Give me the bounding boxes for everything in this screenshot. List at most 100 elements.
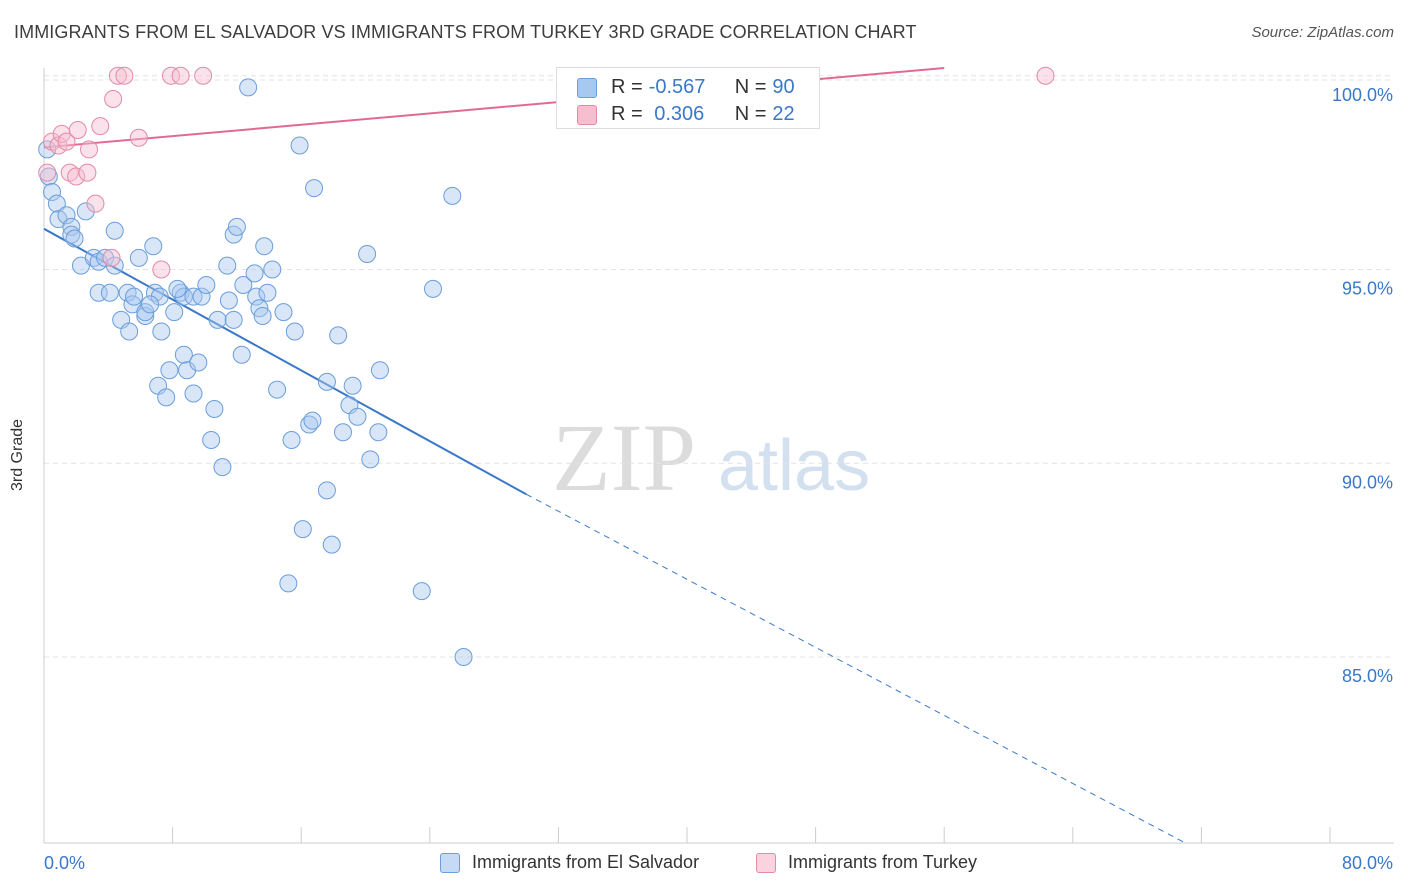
point-el-salvador	[120, 322, 139, 341]
stats-swatch-el-salvador	[577, 77, 597, 98]
legend-label-el-salvador: Immigrants from El Salvador	[472, 852, 700, 872]
point-turkey	[91, 117, 110, 136]
point-el-salvador	[152, 322, 171, 341]
point-el-salvador	[454, 648, 473, 666]
point-el-salvador	[358, 245, 377, 263]
point-el-salvador	[168, 279, 187, 298]
legend-swatch-turkey	[756, 852, 776, 873]
x-tick-label: 0.0%	[44, 853, 85, 873]
point-turkey	[129, 128, 148, 147]
point-el-salvador	[369, 423, 388, 442]
point-el-salvador	[317, 481, 336, 500]
point-el-salvador	[290, 136, 309, 155]
point-el-salvador	[234, 276, 253, 294]
point-turkey	[78, 163, 97, 182]
point-el-salvador	[412, 582, 431, 601]
point-el-salvador	[165, 303, 184, 322]
point-el-salvador	[150, 287, 169, 306]
point-el-salvador	[258, 283, 277, 302]
point-el-salvador	[279, 574, 298, 593]
point-el-salvador	[245, 264, 264, 283]
point-turkey	[104, 90, 123, 108]
point-turkey	[171, 66, 190, 85]
point-turkey	[86, 194, 105, 213]
legend-swatch-el-salvador	[440, 852, 460, 873]
point-el-salvador	[213, 458, 232, 477]
axes	[43, 68, 1394, 844]
trend-line-el-salvador	[43, 227, 527, 496]
point-el-salvador	[263, 260, 282, 279]
point-el-salvador	[343, 376, 362, 395]
point-el-salvador	[65, 229, 84, 248]
stats-n-label: N =	[734, 76, 767, 98]
stats-box: R = -0.567 N = 90 R = 0.306 N = 22	[556, 67, 820, 129]
point-turkey	[152, 260, 171, 279]
point-el-salvador	[192, 287, 211, 306]
point-el-salvador	[247, 287, 266, 306]
point-el-salvador	[255, 237, 274, 256]
point-el-salvador	[333, 423, 352, 442]
point-el-salvador	[227, 217, 246, 236]
stats-n-value: 90	[772, 76, 795, 98]
point-el-salvador	[129, 248, 148, 267]
point-el-salvador	[348, 407, 367, 426]
y-tick-label: 100.0%	[1332, 85, 1393, 105]
watermark-zip: ZIP	[552, 404, 696, 511]
point-el-salvador	[329, 326, 348, 345]
data-points	[38, 66, 1055, 666]
point-el-salvador	[136, 307, 155, 325]
point-turkey	[80, 140, 99, 159]
stats-n-value: 22	[772, 103, 795, 125]
point-el-salvador	[174, 345, 193, 364]
watermark-atlas: atlas	[718, 426, 870, 506]
legend-item-el-salvador[interactable]: Immigrants from El Salvador	[440, 852, 699, 873]
point-turkey	[102, 248, 121, 267]
stats-r-value: 0.306	[648, 103, 705, 125]
point-el-salvador	[184, 384, 203, 403]
point-el-salvador	[322, 535, 341, 554]
point-el-salvador	[62, 217, 81, 236]
point-el-salvador	[274, 303, 293, 322]
point-el-salvador	[96, 248, 115, 267]
point-el-salvador	[218, 256, 237, 275]
point-el-salvador	[303, 411, 322, 430]
point-turkey	[161, 66, 180, 85]
point-el-salvador	[370, 361, 389, 380]
point-turkey	[108, 66, 127, 85]
tick-labels: 85.0% 90.0% 95.0% 100.0% 0.0% 80.0%	[44, 85, 1393, 873]
point-el-salvador	[208, 310, 227, 329]
y-tick-label: 85.0%	[1342, 666, 1393, 686]
point-el-salvador	[189, 353, 208, 372]
point-el-salvador	[197, 276, 216, 294]
point-el-salvador	[43, 183, 62, 201]
point-el-salvador	[239, 78, 258, 97]
stats-n-label: N =	[734, 103, 767, 125]
point-el-salvador	[105, 221, 124, 240]
point-el-salvador	[232, 345, 251, 364]
source-credit: Source: ZipAtlas.com	[1251, 24, 1394, 41]
point-el-salvador	[224, 310, 243, 329]
point-el-salvador	[293, 520, 312, 539]
point-el-salvador	[305, 179, 324, 198]
point-el-salvador	[125, 287, 144, 306]
legend-label-turkey: Immigrants from Turkey	[788, 852, 978, 872]
point-el-salvador	[202, 431, 221, 449]
point-turkey	[68, 121, 87, 139]
point-turkey	[57, 132, 76, 151]
legend-item-turkey[interactable]: Immigrants from Turkey	[756, 852, 977, 873]
chart-title: IMMIGRANTS FROM EL SALVADOR VS IMMIGRANT…	[14, 22, 917, 42]
stats-r-label: R =	[611, 103, 643, 125]
point-el-salvador	[268, 380, 287, 399]
point-el-salvador	[361, 450, 380, 469]
point-turkey	[67, 167, 86, 186]
point-turkey	[115, 66, 134, 85]
point-el-salvador	[282, 431, 301, 449]
trend-line-el-salvador-extension	[526, 493, 1186, 844]
point-el-salvador	[144, 237, 163, 256]
y-tick-label: 95.0%	[1342, 279, 1393, 299]
point-el-salvador	[141, 295, 160, 314]
point-el-salvador	[285, 322, 304, 341]
point-el-salvador	[253, 307, 272, 325]
gridlines	[44, 75, 1394, 658]
